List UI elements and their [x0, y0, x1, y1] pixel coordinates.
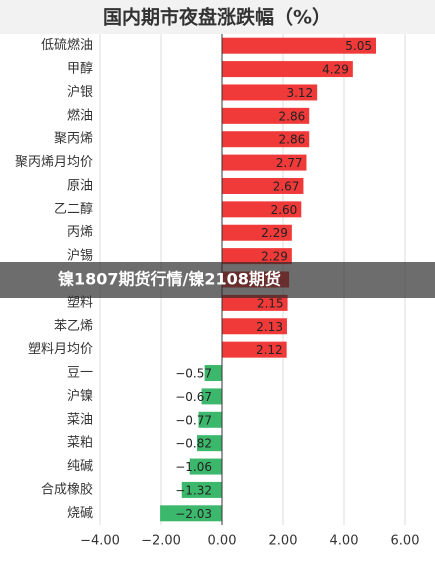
bar: [222, 201, 302, 218]
y-tick-label: 丙烯: [67, 225, 93, 240]
value-label: 2.13: [256, 320, 283, 334]
banner: 镍1807期货行情/镍2108期货: [58, 270, 281, 289]
y-tick-label: 塑料: [67, 295, 93, 310]
y-tick-label: 烧碱: [67, 506, 93, 521]
x-tick-label: 0.00: [208, 534, 237, 549]
value-label: 2.15: [257, 296, 284, 310]
value-label: 2.12: [256, 343, 283, 357]
bar: [222, 37, 377, 54]
value-label: 2.77: [276, 156, 303, 170]
x-tick-label: 4.00: [330, 534, 359, 549]
y-tick-label: 菜油: [67, 412, 93, 427]
bar: [222, 294, 288, 311]
bar: [201, 388, 222, 405]
value-label: −2.03: [175, 507, 212, 521]
bar: [181, 481, 222, 498]
value-label: 4.29: [322, 63, 349, 77]
bar: [196, 435, 222, 452]
bar: [222, 177, 304, 194]
bar: [222, 107, 310, 124]
y-tick-label: 苯乙烯: [54, 319, 93, 334]
bar: [222, 154, 307, 171]
value-label: −1.06: [175, 460, 212, 474]
y-tick-label: 合成橡胶: [41, 481, 93, 497]
bar: [222, 318, 287, 335]
bar: [160, 505, 222, 522]
value-label: −0.67: [175, 390, 212, 404]
y-tick-label: 豆一: [67, 366, 93, 381]
banner-background: [0, 262, 435, 298]
value-label: −1.32: [175, 483, 212, 497]
value-label: 2.86: [279, 109, 306, 123]
x-tick-label: −4.00: [80, 534, 120, 549]
y-tick-label: 沪镍: [67, 388, 93, 404]
y-tick-label: 纯碱: [67, 459, 93, 474]
y-tick-label: 沪银: [67, 84, 93, 100]
y-tick-label: 燃油: [67, 107, 93, 123]
y-tick-label: 沪锡: [67, 248, 93, 264]
value-label: −0.82: [175, 437, 212, 451]
value-label: 2.29: [261, 226, 288, 240]
title-background: [0, 0, 435, 34]
y-tick-label: 甲醇: [67, 61, 93, 77]
x-tick-label: 6.00: [391, 534, 420, 549]
chart-title: 国内期市夜盘涨跌幅（%）: [103, 6, 331, 29]
y-tick-label: 塑料月均价: [28, 342, 93, 357]
value-label: −0.77: [175, 413, 212, 427]
bar: [222, 341, 287, 358]
bar: [222, 248, 292, 265]
value-label: 2.60: [271, 203, 298, 217]
bar: [222, 84, 318, 101]
bar: [222, 61, 353, 78]
x-tick-label: −2.00: [141, 534, 181, 549]
value-label: 2.29: [261, 250, 288, 264]
value-label: −0.57: [175, 367, 212, 381]
y-tick-label: 乙二醇: [54, 201, 93, 217]
x-tick-label: 2.00: [269, 534, 298, 549]
bar: [189, 458, 222, 475]
value-label: 2.86: [279, 133, 306, 147]
value-label: 3.12: [286, 86, 313, 100]
bar: [222, 224, 292, 241]
bar: [198, 411, 222, 428]
bar: [222, 131, 310, 148]
bar: [204, 365, 222, 382]
y-tick-label: 原油: [67, 178, 93, 193]
y-tick-label: 低硫燃油: [41, 37, 93, 53]
value-label: 5.05: [345, 39, 372, 53]
y-tick-label: 聚丙烯月均价: [15, 155, 93, 170]
value-label: 2.67: [273, 179, 300, 193]
y-tick-label: 聚丙烯: [54, 132, 93, 147]
y-tick-label: 菜粕: [67, 436, 93, 451]
